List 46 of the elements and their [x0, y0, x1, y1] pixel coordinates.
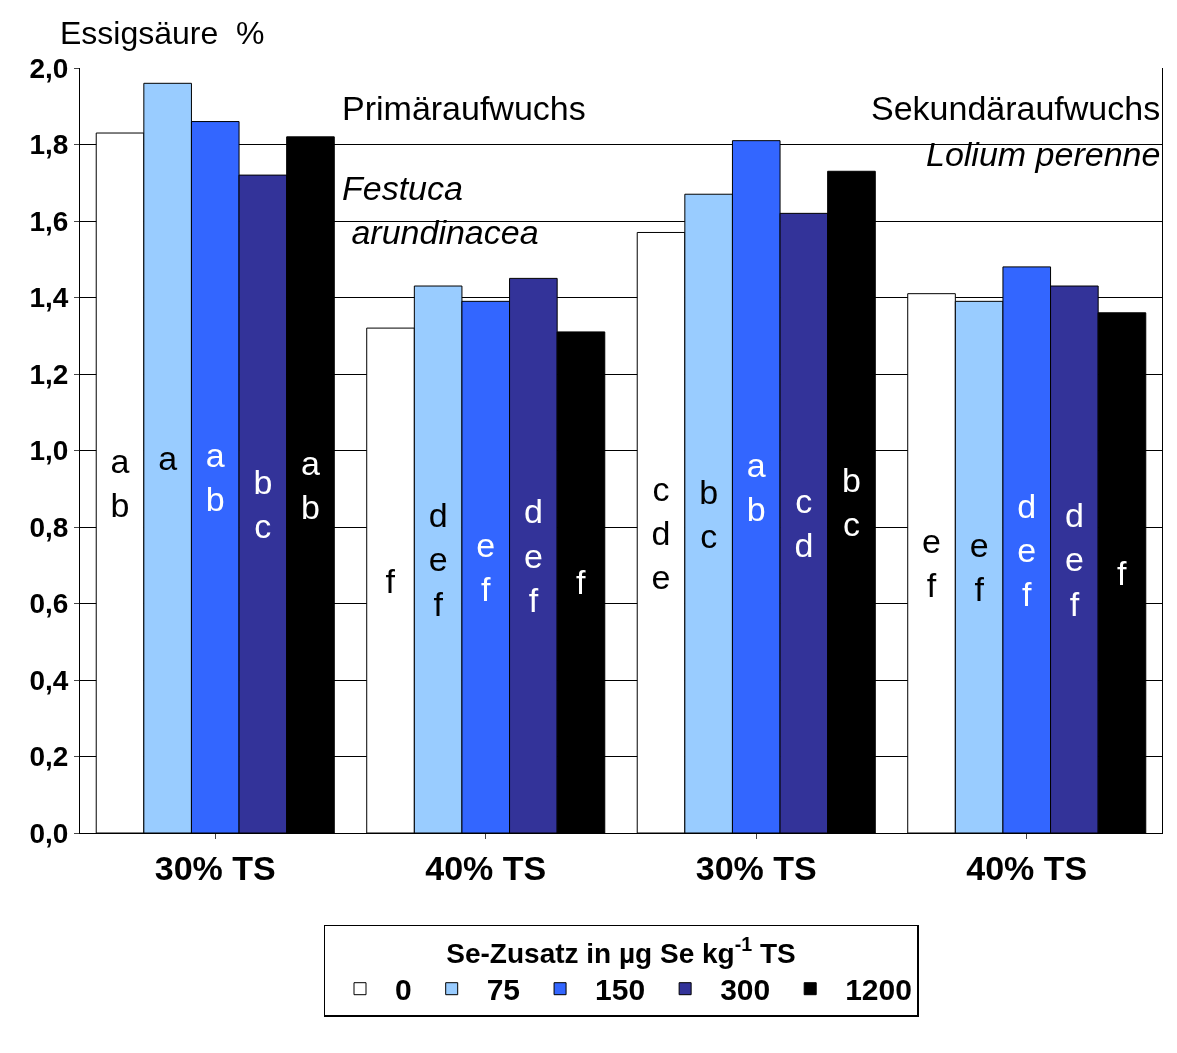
y-tick-label: 1,8 [29, 129, 69, 161]
y-tick-label: 0,8 [29, 511, 69, 543]
y-tick-label: 1,0 [29, 435, 69, 467]
y-axis-title: Essigsäure % [60, 15, 265, 51]
data-label: a b [746, 445, 766, 528]
y-tick-label: 2,0 [29, 52, 69, 84]
data-label: d e f [1017, 486, 1037, 614]
y-tick-label: 1,6 [29, 205, 69, 237]
data-label: b c [699, 472, 719, 555]
annotation: Sekundäraufwuchs [871, 89, 1161, 127]
legend-label: 0 [395, 973, 412, 1007]
data-label: a b [300, 443, 320, 527]
data-label: b c [253, 462, 273, 546]
annotation: Lolium perenne [926, 135, 1161, 173]
legend-label: 1200 [845, 973, 912, 1007]
data-label: f [385, 561, 396, 600]
y-tick-label: 0,0 [29, 817, 69, 849]
y-tick-label: 0,2 [29, 741, 69, 773]
y-tick-label: 0,4 [29, 664, 69, 696]
y-tick-label: 0,6 [29, 588, 69, 620]
x-tick-label: 30% TS [695, 848, 817, 887]
data-label: a b [110, 441, 130, 525]
data-label: c d e [651, 469, 671, 596]
x-tick-label: 30% TS [154, 848, 276, 887]
legend-label: 150 [595, 973, 646, 1007]
data-label: f [1116, 553, 1127, 592]
data-label: d e f [428, 496, 448, 623]
legend-title: Se-Zusatz in µg Se kg$^{-1}$ TS [446, 932, 796, 969]
x-tick-label: 40% TS [425, 848, 547, 887]
data-label: d e f [1064, 496, 1084, 623]
data-label: e f [922, 522, 941, 605]
data-label: a b [205, 436, 225, 519]
data-label: d e f [523, 492, 543, 619]
data-label: a [158, 439, 178, 478]
annotation: Primäraufwuchs [342, 89, 586, 127]
y-tick-label: 1,2 [29, 358, 69, 390]
data-label: c d [794, 482, 814, 565]
data-label: b c [842, 461, 861, 544]
x-tick-label: 40% TS [966, 848, 1088, 887]
data-label: f [575, 563, 586, 602]
legend-label: 75 [486, 973, 521, 1007]
data-label: e f [969, 526, 989, 609]
y-tick-label: 1,4 [29, 282, 69, 314]
annotation: Festuca arundinacea [342, 169, 539, 252]
data-label: e f [476, 526, 496, 609]
legend-label: 300 [720, 973, 771, 1007]
